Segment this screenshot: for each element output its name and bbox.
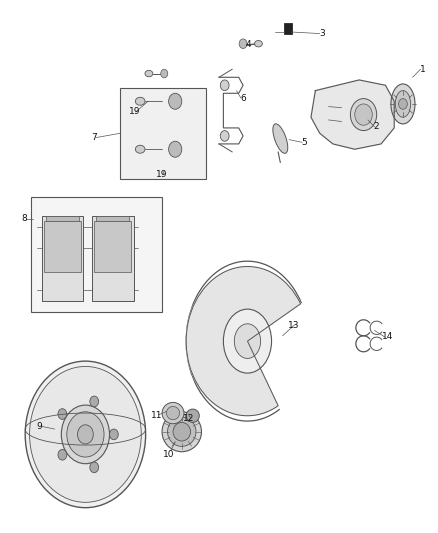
- Ellipse shape: [391, 84, 415, 124]
- Text: 6: 6: [240, 94, 246, 102]
- Circle shape: [90, 396, 99, 407]
- Ellipse shape: [67, 411, 104, 457]
- Ellipse shape: [186, 409, 199, 422]
- Polygon shape: [311, 80, 394, 149]
- Circle shape: [399, 99, 407, 109]
- Ellipse shape: [234, 324, 261, 358]
- Bar: [46, 216, 79, 221]
- Text: 8: 8: [21, 214, 27, 223]
- Ellipse shape: [173, 422, 191, 441]
- Bar: [31, 197, 162, 312]
- Circle shape: [220, 80, 229, 91]
- Circle shape: [58, 409, 67, 419]
- Ellipse shape: [254, 41, 262, 47]
- Circle shape: [161, 69, 168, 78]
- Ellipse shape: [61, 405, 110, 464]
- Ellipse shape: [273, 124, 288, 154]
- Bar: [94, 221, 131, 272]
- Text: 13: 13: [288, 321, 299, 329]
- Bar: [44, 221, 81, 272]
- Circle shape: [220, 131, 229, 141]
- Text: 7: 7: [91, 133, 97, 142]
- Ellipse shape: [135, 145, 145, 154]
- Ellipse shape: [167, 417, 196, 447]
- Text: 2: 2: [373, 123, 378, 131]
- Circle shape: [110, 429, 118, 440]
- Circle shape: [239, 39, 247, 49]
- Wedge shape: [186, 266, 300, 416]
- Ellipse shape: [162, 411, 201, 452]
- Ellipse shape: [350, 99, 377, 131]
- Text: 3: 3: [319, 29, 325, 38]
- Circle shape: [169, 93, 182, 109]
- Circle shape: [58, 449, 67, 460]
- Ellipse shape: [162, 402, 184, 424]
- Ellipse shape: [145, 70, 153, 77]
- Text: 4: 4: [246, 41, 251, 49]
- Text: 1: 1: [420, 65, 426, 74]
- Bar: [284, 23, 292, 34]
- Text: 11: 11: [151, 411, 162, 420]
- Text: 10: 10: [163, 450, 174, 458]
- Text: 5: 5: [301, 138, 307, 147]
- Circle shape: [90, 462, 99, 473]
- Bar: [42, 216, 83, 301]
- Text: 19: 19: [129, 108, 141, 116]
- Circle shape: [169, 141, 182, 157]
- Ellipse shape: [25, 361, 145, 507]
- Ellipse shape: [135, 97, 145, 106]
- Ellipse shape: [29, 367, 141, 502]
- Bar: [120, 88, 206, 179]
- Bar: [92, 216, 134, 301]
- Ellipse shape: [166, 406, 180, 420]
- Text: 9: 9: [36, 422, 42, 431]
- Ellipse shape: [355, 104, 372, 125]
- Ellipse shape: [223, 309, 272, 373]
- Ellipse shape: [395, 91, 411, 117]
- Text: 19: 19: [156, 171, 168, 179]
- Text: 12: 12: [183, 415, 194, 423]
- Bar: [96, 216, 129, 221]
- Text: 14: 14: [382, 333, 393, 341]
- Circle shape: [78, 425, 93, 444]
